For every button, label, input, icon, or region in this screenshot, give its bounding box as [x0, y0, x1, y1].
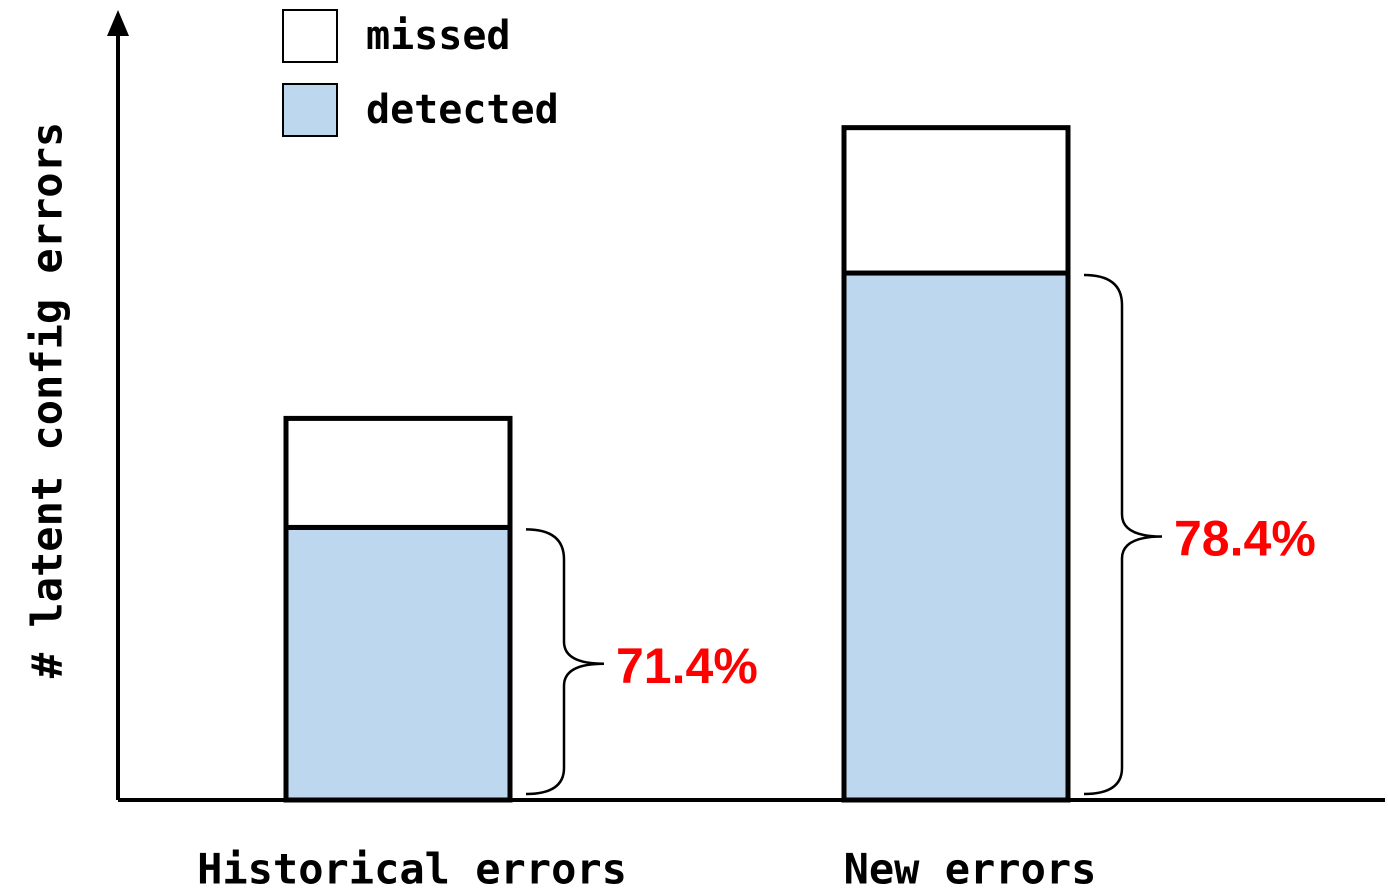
bar-segment: [283, 524, 513, 803]
x-tick-label: Historical errors: [197, 845, 627, 894]
brace: [1083, 273, 1163, 796]
brace: [525, 528, 605, 796]
bar-segment: [283, 415, 513, 530]
y-axis-label: # latent config errors: [23, 122, 72, 678]
bar-segment: [841, 270, 1071, 803]
x-tick-label: New errors: [844, 845, 1097, 894]
y-axis-arrow: [107, 10, 129, 36]
annotation: 78.4%: [1174, 511, 1316, 567]
annotation: 71.4%: [616, 638, 758, 694]
legend-swatch: [282, 83, 338, 137]
legend-label: detected: [366, 87, 559, 133]
legend-label: missed: [366, 13, 511, 59]
bar-segment: [841, 125, 1071, 276]
legend-swatch: [282, 9, 338, 63]
